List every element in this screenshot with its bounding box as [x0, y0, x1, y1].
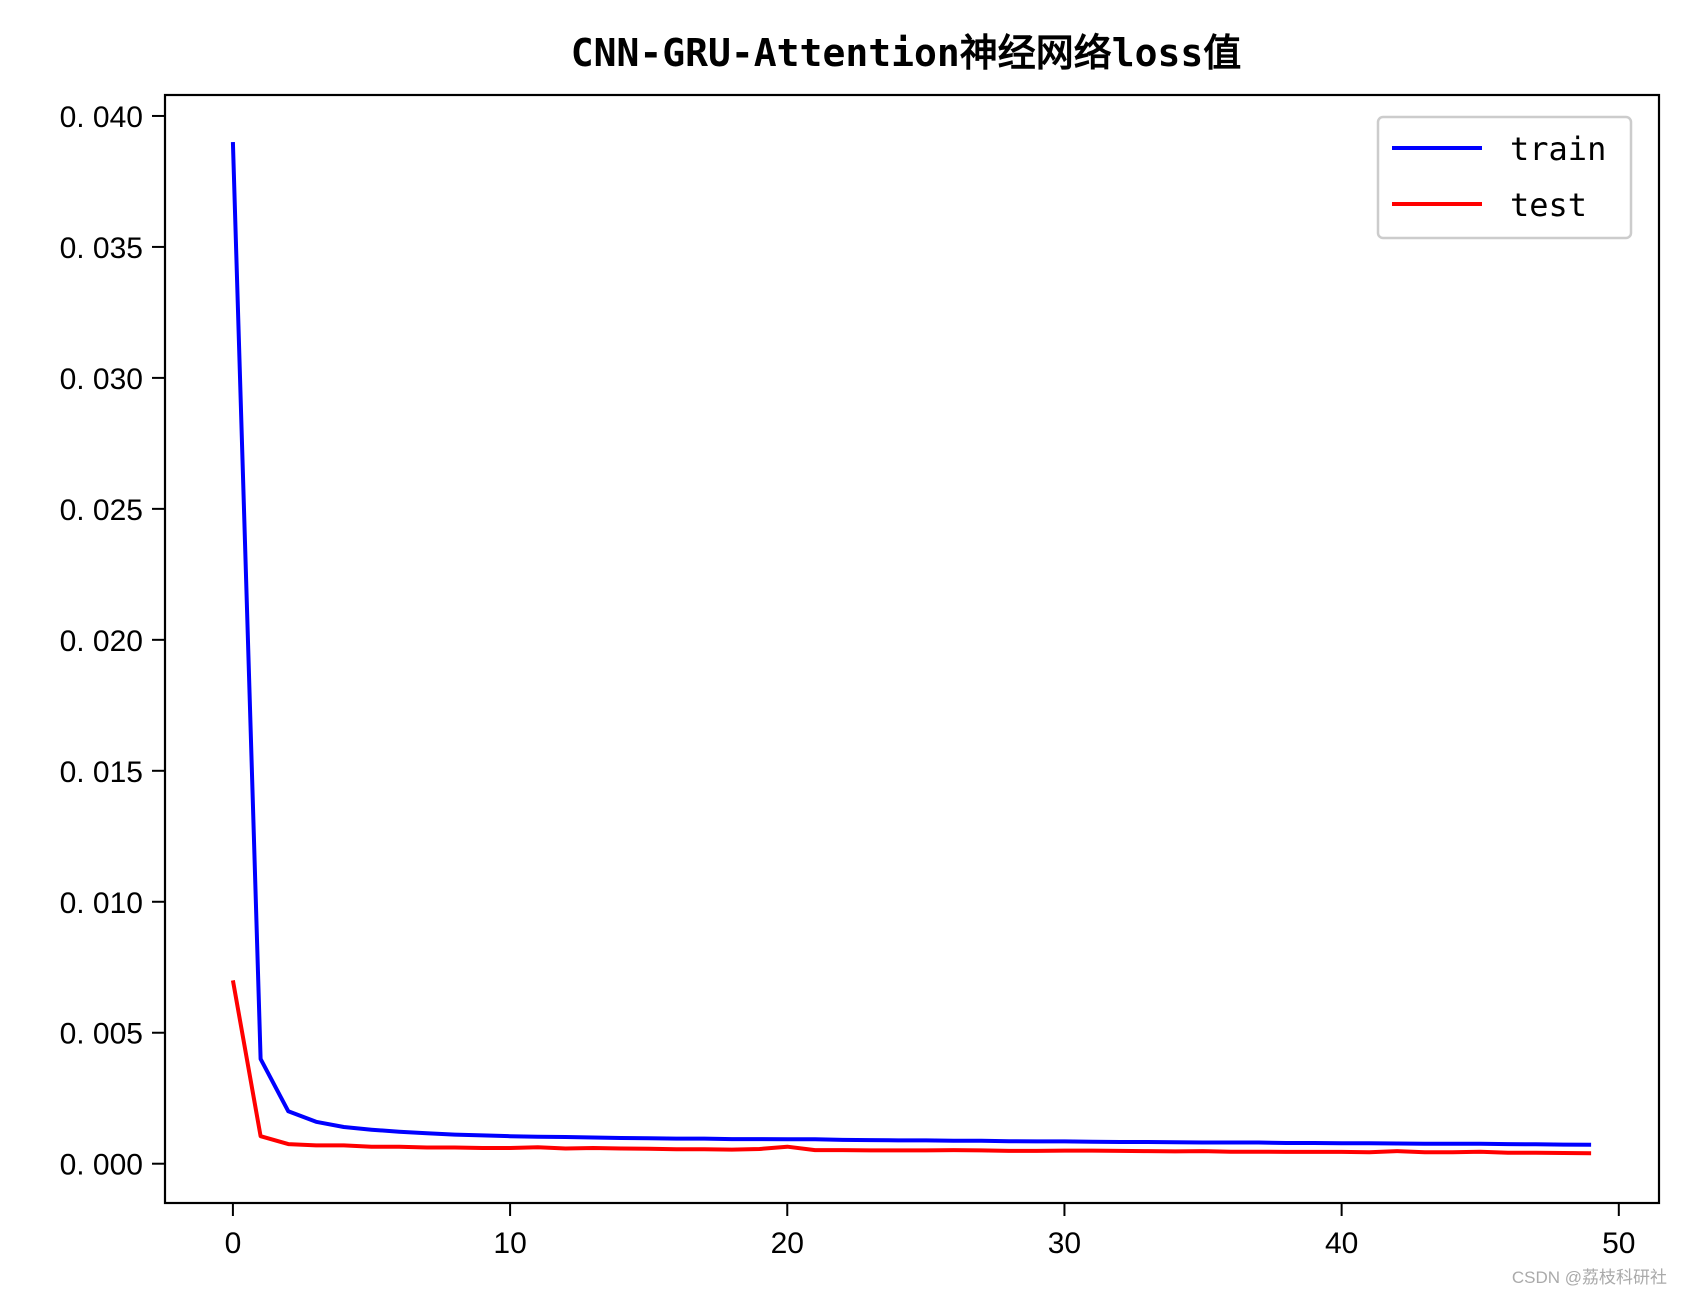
plot-frame	[163, 93, 1661, 1205]
series-line-train	[230, 142, 1592, 1147]
x-tick-label: 40	[1325, 1227, 1358, 1260]
y-tick-label: 0. 010	[60, 887, 143, 920]
x-tick-label: 50	[1602, 1227, 1635, 1260]
y-tick-label: 0. 030	[60, 363, 143, 396]
y-tick-label: 0. 000	[60, 1149, 143, 1182]
chart-title: CNN-GRU-Attention神经网络loss值	[571, 31, 1241, 75]
y-tick-label: 0. 025	[60, 494, 143, 527]
y-tick-label: 0. 040	[60, 101, 143, 134]
x-tick-label: 30	[1048, 1227, 1081, 1260]
x-tick-label: 0	[225, 1227, 242, 1260]
y-tick-label: 0. 035	[60, 232, 143, 265]
y-tick-label: 0. 005	[60, 1018, 143, 1051]
legend: train test	[1376, 115, 1633, 240]
legend-label-train: train	[1510, 130, 1606, 168]
watermark: CSDN @荔枝科研社	[1511, 1268, 1667, 1287]
y-tick-label: 0. 015	[60, 756, 143, 789]
series-line-test	[230, 980, 1592, 1156]
legend-label-test: test	[1510, 186, 1587, 224]
x-tick-label: 10	[493, 1227, 526, 1260]
y-tick-label: 0. 020	[60, 625, 143, 658]
x-tick-label: 20	[771, 1227, 804, 1260]
